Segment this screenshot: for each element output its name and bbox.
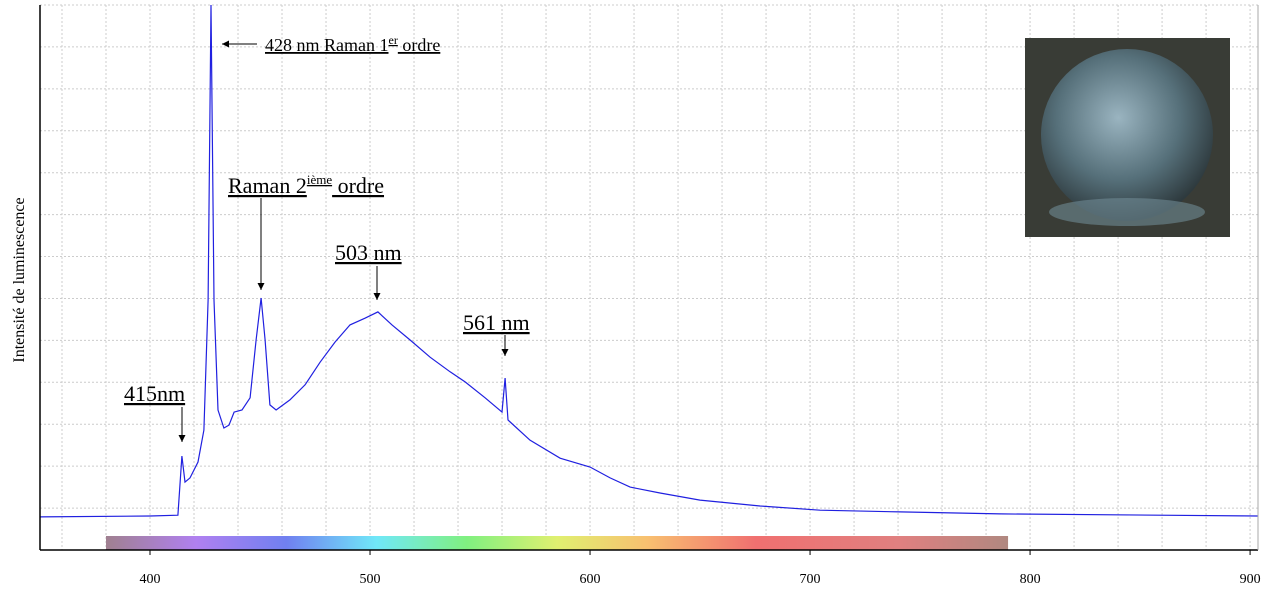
annotation-text: ordre	[332, 173, 384, 198]
spectrum-bar	[106, 536, 1009, 550]
y-axis-label: Intensité de luminescence	[11, 197, 28, 362]
annotation-text: Raman 2	[228, 173, 307, 198]
x-tick-label: 400	[140, 572, 161, 587]
annotation: 415nm	[124, 381, 185, 406]
gem	[1041, 49, 1213, 221]
annotation-sup: ième	[307, 172, 332, 187]
annotation-sup: er	[389, 33, 398, 47]
annotation-text: 428 nm Raman 1	[265, 35, 389, 55]
plot	[40, 5, 1258, 550]
gem-reflection	[1049, 198, 1205, 226]
x-tick-label: 800	[1020, 572, 1041, 587]
grid	[40, 4, 1258, 550]
annotation-text: ordre	[398, 35, 440, 55]
x-tick-label: 900	[1240, 572, 1261, 587]
annotation: 561 nm	[463, 310, 530, 335]
annotation: 503 nm	[335, 240, 402, 265]
x-tick-label: 600	[580, 572, 601, 587]
annotation: 428 nm Raman 1er ordre	[265, 33, 440, 55]
x-tick-label: 500	[360, 572, 381, 587]
x-tick-label: 700	[800, 572, 821, 587]
annotation: Raman 2ième ordre	[228, 172, 384, 198]
spectrum-line	[40, 5, 1258, 518]
